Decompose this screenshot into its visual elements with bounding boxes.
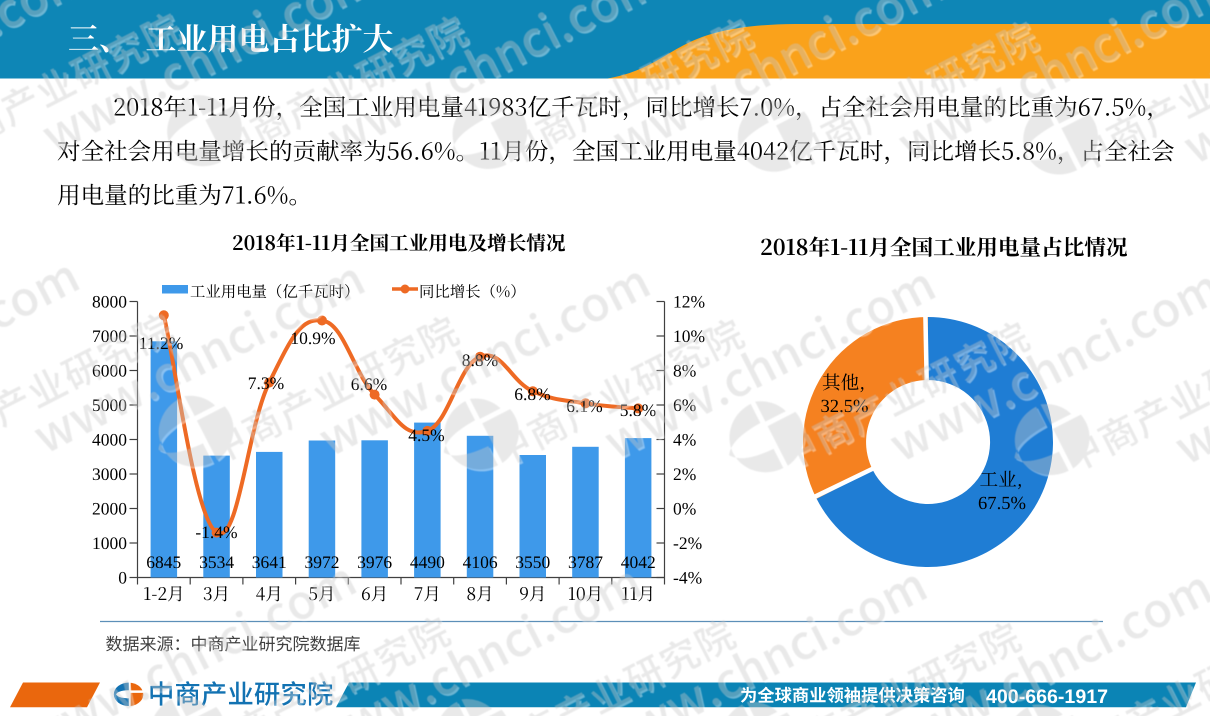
- svg-text:67.5%: 67.5%: [978, 493, 1026, 514]
- svg-text:32.5%: 32.5%: [821, 396, 869, 417]
- svg-text:6.8%: 6.8%: [514, 384, 550, 404]
- svg-text:4000: 4000: [92, 430, 127, 450]
- svg-text:3000: 3000: [92, 464, 127, 484]
- svg-text:-1.4%: -1.4%: [195, 522, 237, 542]
- svg-text:3550: 3550: [515, 552, 550, 572]
- svg-text:-4%: -4%: [673, 568, 702, 588]
- svg-text:6845: 6845: [146, 552, 181, 572]
- svg-text:2%: 2%: [673, 464, 696, 484]
- svg-text:0: 0: [118, 568, 127, 588]
- svg-text:4042: 4042: [621, 552, 656, 572]
- svg-text:8000: 8000: [92, 292, 127, 312]
- svg-text:400-666-1917: 400-666-1917: [986, 686, 1108, 708]
- svg-text:7.3%: 7.3%: [248, 373, 284, 393]
- svg-text:-2%: -2%: [673, 533, 702, 553]
- svg-text:1000: 1000: [92, 533, 127, 553]
- svg-text:10.9%: 10.9%: [290, 328, 335, 348]
- svg-text:4490: 4490: [410, 552, 445, 572]
- svg-text:3976: 3976: [357, 552, 392, 572]
- svg-text:12%: 12%: [673, 292, 705, 312]
- svg-text:3534: 3534: [199, 552, 234, 572]
- svg-text:4106: 4106: [463, 552, 498, 572]
- svg-text:4%: 4%: [673, 430, 696, 450]
- svg-text:2000: 2000: [92, 499, 127, 519]
- svg-text:3972: 3972: [305, 552, 340, 572]
- svg-text:3641: 3641: [252, 552, 287, 572]
- svg-text:4.5%: 4.5%: [408, 425, 444, 445]
- svg-text:3787: 3787: [568, 552, 603, 572]
- svg-text:0%: 0%: [673, 499, 696, 519]
